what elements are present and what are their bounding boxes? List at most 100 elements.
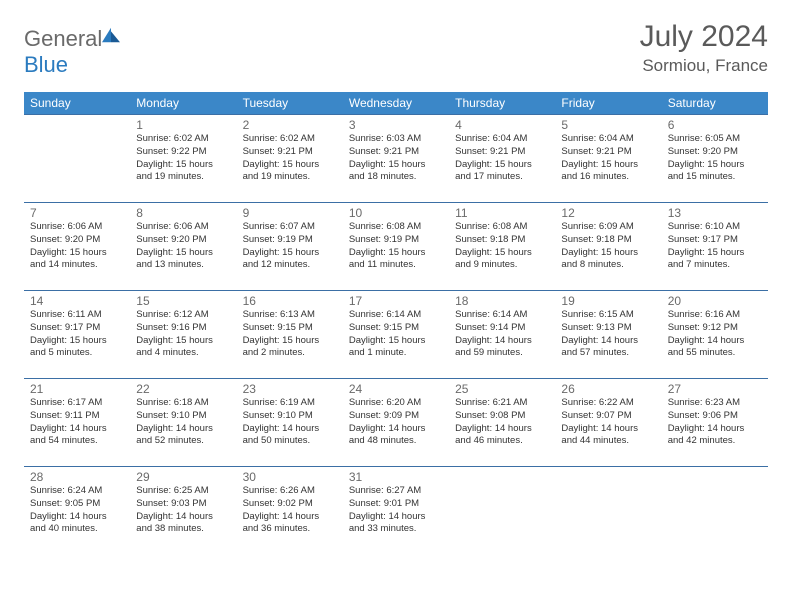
day-header-row: Sunday Monday Tuesday Wednesday Thursday… (24, 92, 768, 115)
day-number: 18 (455, 294, 549, 308)
day-cell: 18Sunrise: 6:14 AMSunset: 9:14 PMDayligh… (449, 291, 555, 379)
day-cell: 12Sunrise: 6:09 AMSunset: 9:18 PMDayligh… (555, 203, 661, 291)
day-cell (662, 467, 768, 555)
day-header: Thursday (449, 92, 555, 115)
day-info: Sunrise: 6:14 AMSunset: 9:15 PMDaylight:… (349, 309, 443, 360)
day-number: 13 (668, 206, 762, 220)
day-info: Sunrise: 6:10 AMSunset: 9:17 PMDaylight:… (668, 221, 762, 272)
day-number: 12 (561, 206, 655, 220)
day-number: 20 (668, 294, 762, 308)
day-cell: 14Sunrise: 6:11 AMSunset: 9:17 PMDayligh… (24, 291, 130, 379)
day-cell: 17Sunrise: 6:14 AMSunset: 9:15 PMDayligh… (343, 291, 449, 379)
day-cell: 7Sunrise: 6:06 AMSunset: 9:20 PMDaylight… (24, 203, 130, 291)
day-cell: 24Sunrise: 6:20 AMSunset: 9:09 PMDayligh… (343, 379, 449, 467)
day-cell: 1Sunrise: 6:02 AMSunset: 9:22 PMDaylight… (130, 115, 236, 203)
calendar-table: Sunday Monday Tuesday Wednesday Thursday… (24, 92, 768, 555)
day-number: 14 (30, 294, 124, 308)
day-number: 8 (136, 206, 230, 220)
day-info: Sunrise: 6:11 AMSunset: 9:17 PMDaylight:… (30, 309, 124, 360)
day-cell: 27Sunrise: 6:23 AMSunset: 9:06 PMDayligh… (662, 379, 768, 467)
day-number: 17 (349, 294, 443, 308)
day-cell: 19Sunrise: 6:15 AMSunset: 9:13 PMDayligh… (555, 291, 661, 379)
title-block: July 2024 Sormiou, France (640, 20, 768, 76)
day-info: Sunrise: 6:17 AMSunset: 9:11 PMDaylight:… (30, 397, 124, 448)
day-info: Sunrise: 6:18 AMSunset: 9:10 PMDaylight:… (136, 397, 230, 448)
day-number: 1 (136, 118, 230, 132)
day-number: 6 (668, 118, 762, 132)
day-cell: 2Sunrise: 6:02 AMSunset: 9:21 PMDaylight… (237, 115, 343, 203)
day-number: 21 (30, 382, 124, 396)
day-header: Wednesday (343, 92, 449, 115)
day-number: 29 (136, 470, 230, 484)
day-info: Sunrise: 6:16 AMSunset: 9:12 PMDaylight:… (668, 309, 762, 360)
day-cell: 31Sunrise: 6:27 AMSunset: 9:01 PMDayligh… (343, 467, 449, 555)
day-number: 11 (455, 206, 549, 220)
day-header: Monday (130, 92, 236, 115)
day-info: Sunrise: 6:23 AMSunset: 9:06 PMDaylight:… (668, 397, 762, 448)
day-info: Sunrise: 6:25 AMSunset: 9:03 PMDaylight:… (136, 485, 230, 536)
day-cell: 26Sunrise: 6:22 AMSunset: 9:07 PMDayligh… (555, 379, 661, 467)
day-number: 23 (243, 382, 337, 396)
calendar-body: 1Sunrise: 6:02 AMSunset: 9:22 PMDaylight… (24, 115, 768, 555)
day-info: Sunrise: 6:20 AMSunset: 9:09 PMDaylight:… (349, 397, 443, 448)
day-number: 9 (243, 206, 337, 220)
day-info: Sunrise: 6:07 AMSunset: 9:19 PMDaylight:… (243, 221, 337, 272)
logo-text-part1: General (24, 26, 102, 51)
day-info: Sunrise: 6:02 AMSunset: 9:22 PMDaylight:… (136, 133, 230, 184)
day-info: Sunrise: 6:22 AMSunset: 9:07 PMDaylight:… (561, 397, 655, 448)
day-cell: 9Sunrise: 6:07 AMSunset: 9:19 PMDaylight… (237, 203, 343, 291)
day-info: Sunrise: 6:09 AMSunset: 9:18 PMDaylight:… (561, 221, 655, 272)
day-cell: 23Sunrise: 6:19 AMSunset: 9:10 PMDayligh… (237, 379, 343, 467)
day-number: 19 (561, 294, 655, 308)
day-info: Sunrise: 6:26 AMSunset: 9:02 PMDaylight:… (243, 485, 337, 536)
day-cell: 20Sunrise: 6:16 AMSunset: 9:12 PMDayligh… (662, 291, 768, 379)
day-cell (24, 115, 130, 203)
day-cell: 29Sunrise: 6:25 AMSunset: 9:03 PMDayligh… (130, 467, 236, 555)
day-info: Sunrise: 6:19 AMSunset: 9:10 PMDaylight:… (243, 397, 337, 448)
day-number: 16 (243, 294, 337, 308)
location-label: Sormiou, France (640, 56, 768, 76)
day-cell: 21Sunrise: 6:17 AMSunset: 9:11 PMDayligh… (24, 379, 130, 467)
day-info: Sunrise: 6:04 AMSunset: 9:21 PMDaylight:… (561, 133, 655, 184)
day-cell (449, 467, 555, 555)
day-cell: 22Sunrise: 6:18 AMSunset: 9:10 PMDayligh… (130, 379, 236, 467)
day-header: Tuesday (237, 92, 343, 115)
logo-text-part2: Blue (24, 52, 68, 77)
week-row: 1Sunrise: 6:02 AMSunset: 9:22 PMDaylight… (24, 115, 768, 203)
day-cell: 6Sunrise: 6:05 AMSunset: 9:20 PMDaylight… (662, 115, 768, 203)
day-number: 15 (136, 294, 230, 308)
day-number: 4 (455, 118, 549, 132)
day-cell: 13Sunrise: 6:10 AMSunset: 9:17 PMDayligh… (662, 203, 768, 291)
day-cell: 25Sunrise: 6:21 AMSunset: 9:08 PMDayligh… (449, 379, 555, 467)
day-info: Sunrise: 6:12 AMSunset: 9:16 PMDaylight:… (136, 309, 230, 360)
day-cell: 11Sunrise: 6:08 AMSunset: 9:18 PMDayligh… (449, 203, 555, 291)
day-number: 10 (349, 206, 443, 220)
day-info: Sunrise: 6:04 AMSunset: 9:21 PMDaylight:… (455, 133, 549, 184)
day-info: Sunrise: 6:14 AMSunset: 9:14 PMDaylight:… (455, 309, 549, 360)
day-cell: 10Sunrise: 6:08 AMSunset: 9:19 PMDayligh… (343, 203, 449, 291)
day-number: 5 (561, 118, 655, 132)
day-cell: 16Sunrise: 6:13 AMSunset: 9:15 PMDayligh… (237, 291, 343, 379)
day-cell: 28Sunrise: 6:24 AMSunset: 9:05 PMDayligh… (24, 467, 130, 555)
day-header: Sunday (24, 92, 130, 115)
day-info: Sunrise: 6:06 AMSunset: 9:20 PMDaylight:… (136, 221, 230, 272)
day-info: Sunrise: 6:08 AMSunset: 9:18 PMDaylight:… (455, 221, 549, 272)
day-number: 3 (349, 118, 443, 132)
week-row: 28Sunrise: 6:24 AMSunset: 9:05 PMDayligh… (24, 467, 768, 555)
day-number: 22 (136, 382, 230, 396)
day-number: 28 (30, 470, 124, 484)
logo-triangle-icon (102, 27, 120, 43)
day-number: 31 (349, 470, 443, 484)
logo-text: GeneralBlue (24, 26, 120, 78)
day-info: Sunrise: 6:06 AMSunset: 9:20 PMDaylight:… (30, 221, 124, 272)
logo: GeneralBlue (24, 20, 120, 78)
header: GeneralBlue July 2024 Sormiou, France (24, 20, 768, 78)
day-cell: 15Sunrise: 6:12 AMSunset: 9:16 PMDayligh… (130, 291, 236, 379)
day-cell: 8Sunrise: 6:06 AMSunset: 9:20 PMDaylight… (130, 203, 236, 291)
day-header: Friday (555, 92, 661, 115)
day-number: 30 (243, 470, 337, 484)
day-header: Saturday (662, 92, 768, 115)
day-cell: 30Sunrise: 6:26 AMSunset: 9:02 PMDayligh… (237, 467, 343, 555)
day-cell (555, 467, 661, 555)
day-number: 24 (349, 382, 443, 396)
